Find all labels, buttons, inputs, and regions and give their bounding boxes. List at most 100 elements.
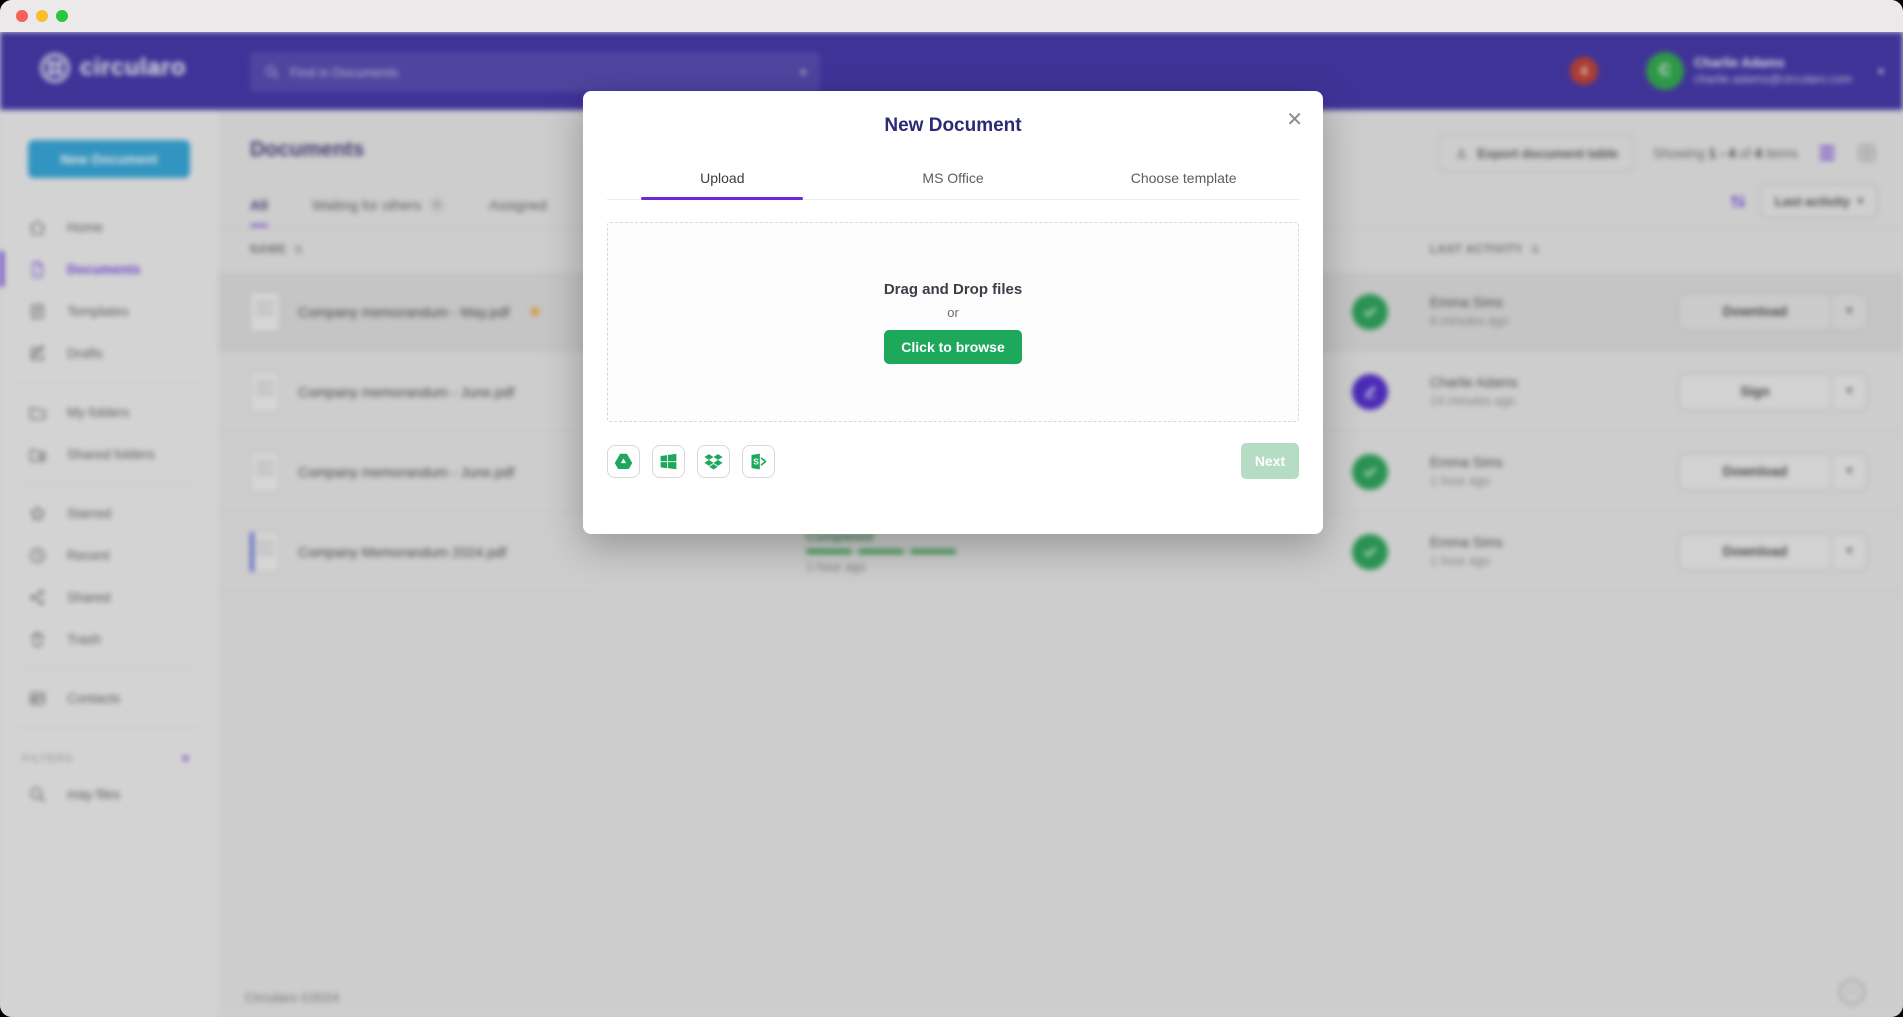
activity-user: Emma Sims	[1430, 294, 1503, 310]
saved-filters: may files	[0, 773, 218, 815]
minimize-window-button[interactable]	[36, 10, 48, 22]
modal-tab-upload[interactable]: Upload	[607, 170, 838, 199]
download-button[interactable]: Download	[1679, 534, 1831, 570]
search-scope-caret-icon[interactable]: ▾	[800, 66, 806, 79]
row-action-caret-icon[interactable]: ▼	[1831, 373, 1867, 410]
file-dropzone[interactable]: Drag and Drop files or Click to browse	[607, 222, 1299, 422]
grid-view-icon[interactable]	[1856, 142, 1878, 164]
user-menu-caret-icon: ▾	[1878, 65, 1884, 78]
sidebar-item-label: Shared	[67, 589, 111, 605]
search-icon	[266, 66, 279, 79]
sidebar-item-starred[interactable]: Starred	[0, 492, 218, 534]
activity-time: 1 hour ago	[1430, 554, 1490, 569]
sidebar-item-recent[interactable]: Recent	[0, 534, 218, 576]
share-icon	[28, 588, 47, 607]
template-icon	[28, 302, 47, 321]
sidebar-item-trash[interactable]: Trash	[0, 618, 218, 660]
row-action-split-button: Download ▼	[1678, 292, 1868, 331]
user-menu[interactable]: C Charlie Adams charlie.adams@circularo.…	[1646, 52, 1884, 90]
row-action-caret-icon[interactable]: ▼	[1831, 293, 1867, 330]
sidebar-item-contacts[interactable]: Contacts	[0, 677, 218, 719]
sidebar-item-shared[interactable]: Shared	[0, 576, 218, 618]
row-action-caret-icon[interactable]: ▼	[1831, 533, 1867, 570]
download-button[interactable]: Download	[1679, 294, 1831, 330]
row-action-split-button: Download ▼	[1678, 532, 1868, 571]
last-activity-cell: Emma Sims 1 hour ago	[1430, 453, 1678, 491]
table-row[interactable]: Company Memorandum 2024.pdf Completed 1 h…	[218, 512, 1903, 592]
approved-check-icon	[1352, 533, 1388, 570]
sidebar-divider	[16, 483, 202, 484]
last-activity-column-header[interactable]: LAST ACTIVITY	[1430, 244, 1523, 256]
sidebar-item-drafts[interactable]: Drafts	[0, 332, 218, 374]
last-activity-cell: Emma Sims 6 minutes ago	[1430, 293, 1678, 331]
sidebar-item-templates[interactable]: Templates	[0, 290, 218, 332]
search-input[interactable]: Find in Documents ▾	[250, 52, 820, 92]
dropzone-or-text: or	[947, 304, 959, 320]
sidebar-item-my-folders[interactable]: My folders	[0, 391, 218, 433]
saved-filter-may-files[interactable]: may files	[0, 773, 218, 815]
macos-titlebar	[0, 0, 1903, 32]
progress-segment	[858, 549, 904, 554]
document-name[interactable]: Company memorandum - June.pdf	[298, 463, 515, 480]
download-button[interactable]: Download	[1679, 454, 1831, 490]
brand-logo[interactable]: circularo	[40, 53, 186, 83]
sidebar-item-home[interactable]: Home	[0, 206, 218, 248]
notifications-badge[interactable]: 4	[1570, 57, 1598, 85]
sort-direction-icon[interactable]	[1729, 192, 1748, 211]
copyright-text: Circularo ©2024	[245, 990, 340, 1005]
progress-segment	[910, 549, 956, 554]
onedrive-upload-button[interactable]	[652, 444, 685, 478]
contacts-icon	[28, 689, 47, 708]
document-name[interactable]: Company memorandum - June.pdf	[298, 383, 515, 400]
list-view-icon[interactable]	[1816, 142, 1838, 164]
cloud-source-buttons: S	[607, 444, 775, 478]
sidebar-item-shared-folders[interactable]: Shared folders	[0, 433, 218, 475]
tab-label: Assigned	[489, 197, 547, 213]
table-header: NAME ⇅ LAST ACTIVITY ⇅	[218, 228, 1903, 272]
status-time: 1 hour ago	[806, 560, 866, 574]
close-modal-icon[interactable]: ✕	[1286, 109, 1303, 131]
activity-user: Charlie Adams	[1430, 374, 1518, 390]
google-drive-upload-button[interactable]	[607, 444, 640, 478]
help-bubble-icon[interactable]: ⏻	[1839, 979, 1865, 1005]
tab-label: All	[250, 197, 268, 213]
tab-all[interactable]: All	[250, 197, 268, 227]
next-button[interactable]: Next	[1241, 443, 1299, 479]
export-document-table-button[interactable]: Export document table	[1437, 134, 1636, 172]
document-thumbnail	[250, 291, 280, 332]
name-column-header[interactable]: NAME	[250, 244, 287, 256]
close-window-button[interactable]	[16, 10, 28, 22]
last-activity-cell: Emma Sims 1 hour ago	[1430, 533, 1678, 571]
new-document-button[interactable]: New Document	[28, 140, 190, 178]
sharepoint-upload-button[interactable]: S	[742, 444, 775, 478]
row-action-caret-icon[interactable]: ▼	[1831, 453, 1867, 490]
click-to-browse-button[interactable]: Click to browse	[884, 329, 1022, 364]
document-thumbnail	[250, 371, 280, 412]
document-thumbnail	[250, 531, 280, 572]
modal-tab-choose-template[interactable]: Choose template	[1068, 170, 1299, 199]
modal-tabs: Upload MS Office Choose template	[607, 170, 1299, 200]
svg-text:S: S	[753, 456, 759, 466]
document-name[interactable]: Company memorandum - May.pdf	[298, 303, 510, 320]
maximize-window-button[interactable]	[56, 10, 68, 22]
sign-button[interactable]: Sign	[1679, 374, 1831, 410]
sort-by-dropdown[interactable]: Last activity ▾	[1759, 183, 1878, 219]
modal-tab-ms-office[interactable]: MS Office	[838, 170, 1069, 199]
name-sort-icon[interactable]: ⇅	[294, 244, 304, 256]
tab-assigned[interactable]: Assigned	[489, 197, 547, 227]
onedrive-icon	[658, 451, 679, 472]
add-filter-button[interactable]: +	[181, 750, 190, 767]
document-name[interactable]: Company Memorandum 2024.pdf	[298, 543, 507, 560]
dropbox-upload-button[interactable]	[697, 444, 730, 478]
activity-time: 14 minutes ago	[1430, 394, 1516, 409]
sidebar-item-documents[interactable]: Documents	[0, 248, 218, 290]
clock-icon	[28, 546, 47, 565]
brand-name: circularo	[80, 54, 186, 81]
activity-sort-icon[interactable]: ⇅	[1530, 244, 1540, 256]
tab-waiting-for-others[interactable]: Waiting for others 0	[312, 197, 446, 227]
saved-filter-label: may files	[67, 786, 121, 802]
starred-icon[interactable]: ★	[527, 301, 543, 321]
sidebar-item-label: Starred	[67, 505, 112, 521]
sidebar-item-label: Drafts	[67, 345, 104, 361]
